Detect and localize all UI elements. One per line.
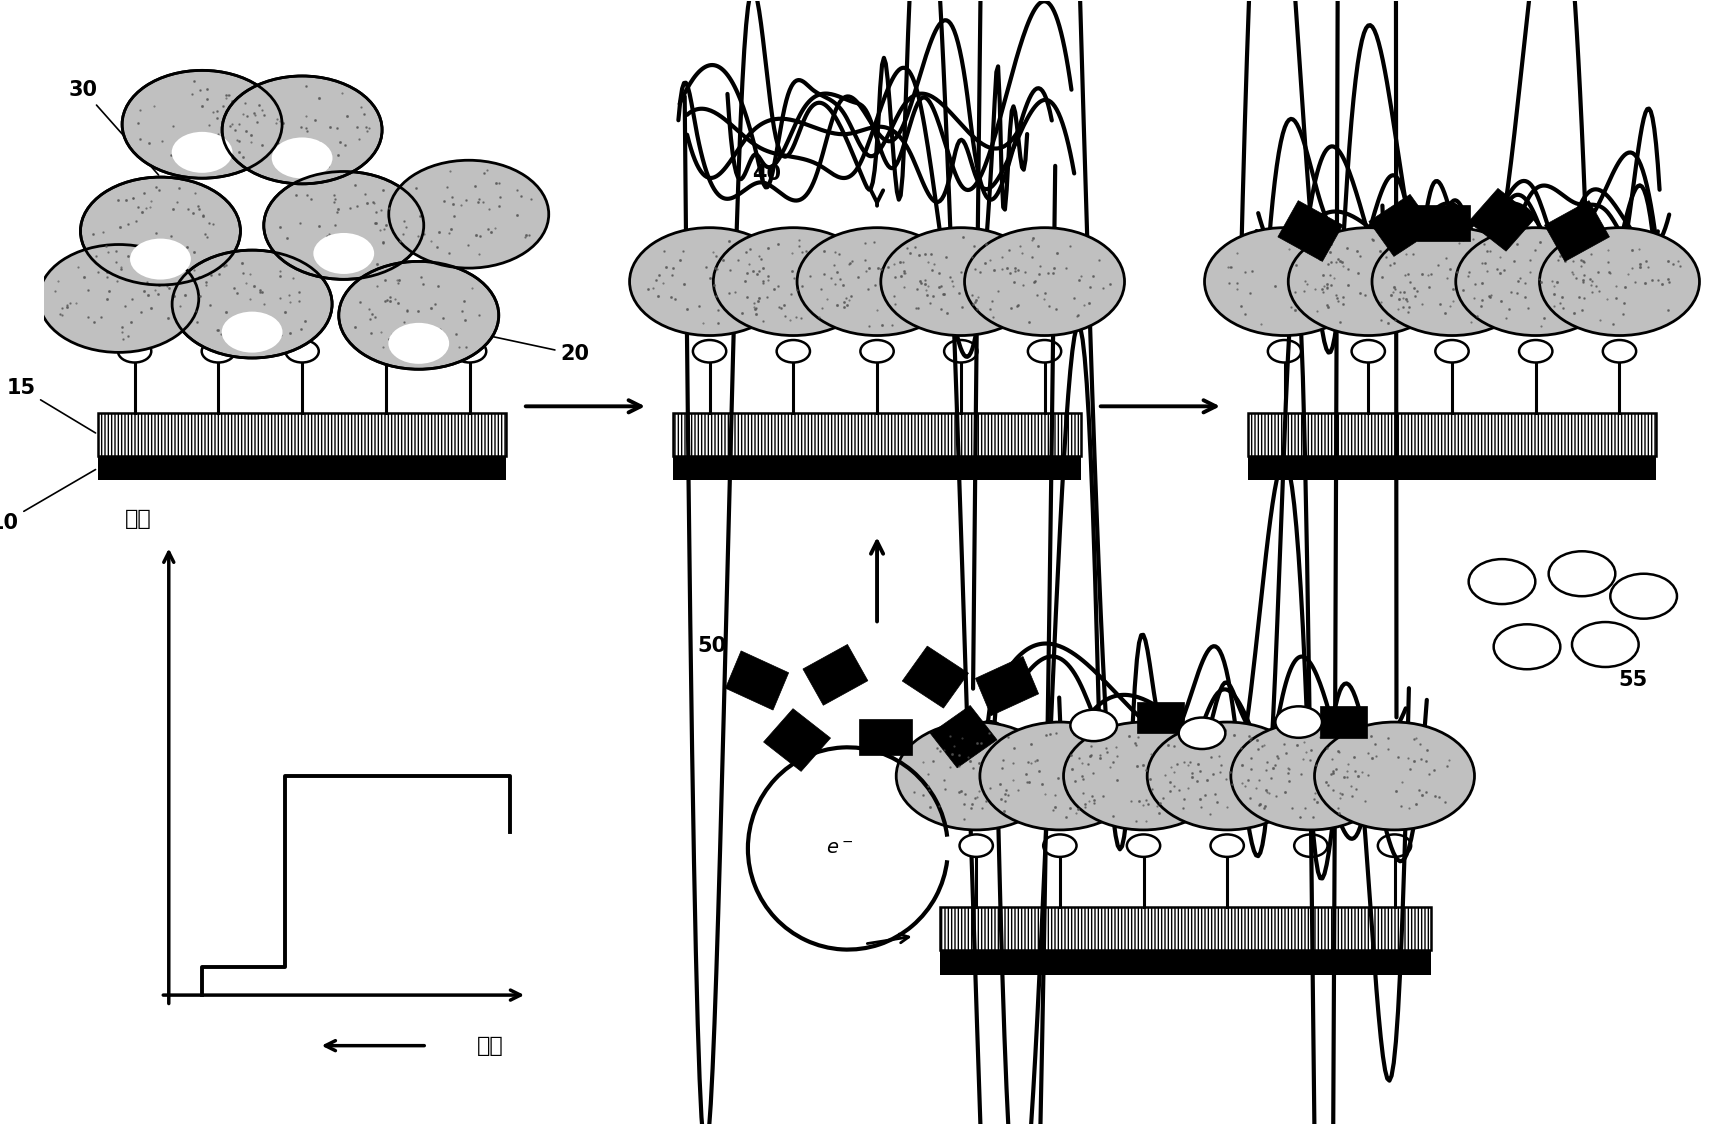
Circle shape bbox=[1146, 722, 1307, 830]
Polygon shape bbox=[1468, 189, 1535, 251]
Polygon shape bbox=[725, 651, 789, 710]
Circle shape bbox=[272, 137, 332, 179]
Circle shape bbox=[1372, 227, 1531, 335]
Circle shape bbox=[453, 340, 486, 362]
Circle shape bbox=[777, 340, 809, 362]
Bar bbox=[1247, 413, 1656, 456]
Circle shape bbox=[960, 835, 992, 857]
Circle shape bbox=[222, 76, 382, 183]
Circle shape bbox=[1548, 551, 1615, 596]
Bar bbox=[1321, 706, 1367, 738]
Circle shape bbox=[713, 227, 873, 335]
Text: 40: 40 bbox=[753, 164, 780, 185]
Text: 30: 30 bbox=[68, 80, 159, 176]
Circle shape bbox=[1603, 340, 1636, 362]
Circle shape bbox=[1230, 722, 1391, 830]
Polygon shape bbox=[975, 657, 1039, 716]
Circle shape bbox=[881, 227, 1040, 335]
Polygon shape bbox=[1369, 195, 1436, 256]
Circle shape bbox=[797, 227, 956, 335]
Polygon shape bbox=[931, 705, 998, 768]
Circle shape bbox=[1456, 227, 1615, 335]
Circle shape bbox=[1275, 706, 1323, 738]
Polygon shape bbox=[763, 709, 830, 772]
Circle shape bbox=[313, 233, 375, 274]
Polygon shape bbox=[1545, 200, 1610, 261]
Circle shape bbox=[1377, 835, 1412, 857]
Circle shape bbox=[118, 340, 151, 362]
Bar bbox=[1417, 205, 1470, 241]
Circle shape bbox=[202, 340, 234, 362]
Circle shape bbox=[1610, 574, 1677, 619]
Circle shape bbox=[1179, 718, 1225, 749]
Circle shape bbox=[388, 160, 549, 268]
Bar bbox=[939, 951, 1430, 975]
Polygon shape bbox=[802, 645, 867, 705]
Circle shape bbox=[1468, 559, 1535, 604]
Circle shape bbox=[944, 340, 977, 362]
Circle shape bbox=[1288, 227, 1448, 335]
Text: 15: 15 bbox=[7, 378, 96, 433]
Text: $e^-$: $e^-$ bbox=[826, 839, 854, 858]
Bar bbox=[859, 719, 912, 755]
Bar bbox=[672, 456, 1081, 480]
Circle shape bbox=[80, 177, 241, 285]
Circle shape bbox=[286, 340, 318, 362]
Circle shape bbox=[1064, 722, 1223, 830]
Circle shape bbox=[1044, 835, 1076, 857]
Circle shape bbox=[370, 340, 402, 362]
Circle shape bbox=[1494, 624, 1560, 669]
Circle shape bbox=[339, 261, 498, 369]
Circle shape bbox=[171, 132, 233, 173]
Circle shape bbox=[1352, 340, 1384, 362]
Text: 10: 10 bbox=[0, 469, 96, 533]
Circle shape bbox=[1128, 835, 1160, 857]
Circle shape bbox=[1268, 340, 1300, 362]
Polygon shape bbox=[902, 646, 968, 708]
Circle shape bbox=[1436, 340, 1468, 362]
Bar bbox=[1247, 456, 1656, 480]
Polygon shape bbox=[1278, 200, 1343, 261]
Circle shape bbox=[130, 238, 192, 280]
Text: 20: 20 bbox=[472, 332, 589, 364]
Circle shape bbox=[1210, 835, 1244, 857]
Circle shape bbox=[121, 71, 282, 178]
Circle shape bbox=[1540, 227, 1699, 335]
Circle shape bbox=[693, 340, 725, 362]
Circle shape bbox=[1314, 722, 1475, 830]
Bar bbox=[672, 413, 1081, 456]
Circle shape bbox=[173, 250, 332, 358]
Text: 时间: 时间 bbox=[477, 1036, 503, 1055]
Bar bbox=[98, 456, 506, 480]
Bar bbox=[98, 413, 506, 456]
Circle shape bbox=[861, 340, 893, 362]
Circle shape bbox=[1205, 227, 1364, 335]
Circle shape bbox=[965, 227, 1124, 335]
Text: 50: 50 bbox=[696, 637, 725, 656]
Circle shape bbox=[630, 227, 789, 335]
Circle shape bbox=[1294, 835, 1328, 857]
Circle shape bbox=[388, 323, 450, 363]
Bar bbox=[1138, 702, 1184, 734]
Text: 55: 55 bbox=[1619, 670, 1648, 690]
Bar bbox=[939, 908, 1430, 951]
Circle shape bbox=[1071, 710, 1117, 741]
Circle shape bbox=[1028, 340, 1061, 362]
Circle shape bbox=[980, 722, 1140, 830]
Circle shape bbox=[1572, 622, 1639, 667]
Circle shape bbox=[39, 244, 198, 352]
Circle shape bbox=[897, 722, 1056, 830]
Text: 电流: 电流 bbox=[125, 508, 152, 529]
Circle shape bbox=[263, 171, 424, 279]
Circle shape bbox=[1519, 340, 1552, 362]
Circle shape bbox=[222, 312, 282, 352]
